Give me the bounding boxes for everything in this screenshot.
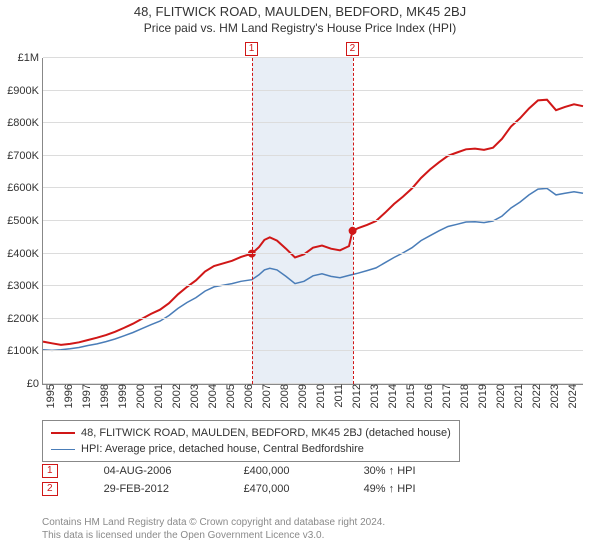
chart-container: 48, FLITWICK ROAD, MAULDEN, BEDFORD, MK4… [0, 0, 600, 560]
y-axis-tick: £0 [27, 378, 43, 390]
x-axis-tick: 2021 [511, 384, 525, 408]
legend-label: 48, FLITWICK ROAD, MAULDEN, BEDFORD, MK4… [81, 427, 451, 439]
gridline [43, 285, 583, 286]
x-axis-tick: 2002 [169, 384, 183, 408]
y-axis-tick: £500K [7, 215, 43, 227]
marker-delta: 30% ↑ HPI [364, 465, 416, 477]
x-axis-tick: 2013 [367, 384, 381, 408]
x-axis-tick: 2008 [277, 384, 291, 408]
y-axis-tick: £700K [7, 150, 43, 162]
x-axis-tick: 2009 [295, 384, 309, 408]
marker-id-box: 1 [42, 464, 58, 478]
x-axis-tick: 2014 [385, 384, 399, 408]
x-axis-tick: 2004 [205, 384, 219, 408]
x-axis-tick: 2015 [403, 384, 417, 408]
line-series-svg [43, 58, 583, 384]
x-axis-tick: 2018 [457, 384, 471, 408]
marker-date: 04-AUG-2006 [104, 465, 204, 477]
chart-subtitle: Price paid vs. HM Land Registry's House … [0, 19, 600, 37]
x-axis-tick: 2005 [223, 384, 237, 408]
gridline [43, 350, 583, 351]
gridline [43, 122, 583, 123]
y-axis-tick: £900K [7, 85, 43, 97]
x-axis-tick: 2001 [151, 384, 165, 408]
vertical-marker [252, 58, 253, 384]
markers-table: 1 04-AUG-2006 £400,000 30% ↑ HPI 2 29-FEB-201… [42, 464, 416, 500]
marker-price: £400,000 [244, 465, 324, 477]
gridline [43, 187, 583, 188]
x-axis-tick: 1996 [61, 384, 75, 408]
y-axis-tick: £100K [7, 345, 43, 357]
gridline [43, 90, 583, 91]
x-axis-tick: 1995 [43, 384, 57, 408]
footer-attribution: Contains HM Land Registry data © Crown c… [42, 516, 385, 542]
gridline [43, 220, 583, 221]
marker-header-box: 1 [245, 42, 259, 56]
legend-swatch [51, 432, 75, 434]
gridline [43, 57, 583, 58]
footer-line: Contains HM Land Registry data © Crown c… [42, 516, 385, 529]
y-axis-tick: £1M [18, 52, 43, 64]
legend: 48, FLITWICK ROAD, MAULDEN, BEDFORD, MK4… [42, 420, 460, 462]
x-axis-tick: 1998 [97, 384, 111, 408]
gridline [43, 155, 583, 156]
y-axis-tick: £600K [7, 182, 43, 194]
marker-price: £470,000 [244, 483, 324, 495]
series-line [43, 100, 583, 345]
x-axis-tick: 2023 [547, 384, 561, 408]
x-axis-tick: 2007 [259, 384, 273, 408]
x-axis-tick: 2019 [475, 384, 489, 408]
x-axis-tick: 2024 [565, 384, 579, 408]
marker-row: 1 04-AUG-2006 £400,000 30% ↑ HPI [42, 464, 416, 478]
y-axis-tick: £800K [7, 117, 43, 129]
legend-item: HPI: Average price, detached house, Cent… [51, 441, 451, 457]
y-axis-tick: £400K [7, 248, 43, 260]
gridline [43, 318, 583, 319]
x-axis-tick: 2010 [313, 384, 327, 408]
x-axis-tick: 2017 [439, 384, 453, 408]
x-axis-tick: 2020 [493, 384, 507, 408]
y-axis-tick: £300K [7, 280, 43, 292]
marker-header-box: 2 [346, 42, 360, 56]
legend-label: HPI: Average price, detached house, Cent… [81, 443, 364, 455]
x-axis-tick: 2003 [187, 384, 201, 408]
series-line [43, 188, 583, 350]
x-axis-tick: 1997 [79, 384, 93, 408]
marker-date: 29-FEB-2012 [104, 483, 204, 495]
x-axis-tick: 2022 [529, 384, 543, 408]
legend-item: 48, FLITWICK ROAD, MAULDEN, BEDFORD, MK4… [51, 425, 451, 441]
plot-area: £0£100K£200K£300K£400K£500K£600K£700K£80… [42, 58, 583, 385]
marker-row: 2 29-FEB-2012 £470,000 49% ↑ HPI [42, 482, 416, 496]
x-axis-tick: 2006 [241, 384, 255, 408]
y-axis-tick: £200K [7, 313, 43, 325]
x-axis-tick: 2000 [133, 384, 147, 408]
x-axis-tick: 2011 [331, 384, 345, 408]
marker-delta: 49% ↑ HPI [364, 483, 416, 495]
x-axis-tick: 1999 [115, 384, 129, 408]
gridline [43, 253, 583, 254]
x-axis-tick: 2016 [421, 384, 435, 408]
vertical-marker [353, 58, 354, 384]
x-axis-tick: 2012 [349, 384, 363, 408]
marker-id-box: 2 [42, 482, 58, 496]
footer-line: This data is licensed under the Open Gov… [42, 529, 385, 542]
legend-swatch [51, 449, 75, 450]
chart-title: 48, FLITWICK ROAD, MAULDEN, BEDFORD, MK4… [0, 0, 600, 19]
